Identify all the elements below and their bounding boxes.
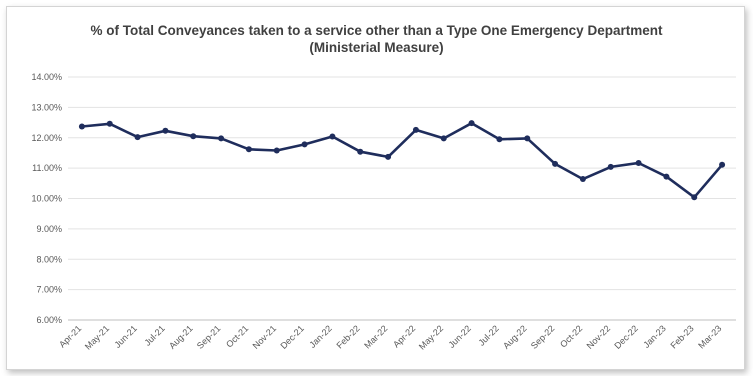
x-tick-label: Jan-23 xyxy=(641,323,668,350)
x-tick-label: Dec-22 xyxy=(612,323,640,351)
chart-title-line2: (Ministerial Measure) xyxy=(309,40,444,55)
x-tick-label: Apr-21 xyxy=(57,323,83,349)
data-point xyxy=(190,133,197,140)
data-point xyxy=(106,120,113,127)
y-tick-label: 11.00% xyxy=(32,163,62,173)
x-tick-label: Jun-22 xyxy=(446,323,473,350)
data-point xyxy=(357,148,364,155)
data-point xyxy=(524,135,531,142)
x-tick-label: Sep-21 xyxy=(195,323,223,351)
x-tick-label: Dec-21 xyxy=(278,323,306,351)
x-tick-label: Mar-22 xyxy=(362,323,389,350)
data-series xyxy=(78,120,726,201)
x-tick-label: Jan-22 xyxy=(307,323,334,350)
y-tick-label: 10.00% xyxy=(31,194,62,204)
x-tick-label: Apr-22 xyxy=(391,323,417,349)
x-tick-label: May-22 xyxy=(417,323,445,351)
data-point xyxy=(329,133,336,140)
y-tick-label: 6.00% xyxy=(36,315,62,325)
data-point xyxy=(579,176,586,183)
data-point xyxy=(218,135,225,142)
data-point xyxy=(385,153,392,160)
y-tick-label: 8.00% xyxy=(36,254,62,264)
x-tick-label: Nov-22 xyxy=(585,323,613,351)
data-point xyxy=(273,147,280,154)
chart-frame xyxy=(6,6,745,370)
x-tick-label: Aug-21 xyxy=(167,323,195,351)
data-point xyxy=(552,160,559,167)
data-point xyxy=(162,127,169,134)
x-tick-label: Sep-22 xyxy=(529,323,557,351)
data-point xyxy=(663,173,670,180)
x-tick-label: Feb-23 xyxy=(668,323,695,350)
chart-title: % of Total Conveyances taken to a servic… xyxy=(0,22,753,56)
x-tick-label: Jul-21 xyxy=(142,323,166,347)
data-point xyxy=(691,194,698,201)
data-point xyxy=(301,141,308,148)
data-point xyxy=(607,163,614,170)
x-tick-label: Oct-21 xyxy=(224,323,250,349)
data-point xyxy=(440,135,447,142)
data-point xyxy=(134,134,141,141)
x-axis-ticks: Apr-21 May-21 Jun-21 Jul-21 Aug-21 Sep-21 Oct-… xyxy=(57,323,723,351)
x-tick-label: Aug-22 xyxy=(501,323,529,351)
x-tick-label: Jul-22 xyxy=(476,323,500,347)
x-tick-label: Feb-22 xyxy=(334,323,361,350)
y-tick-label: 13.00% xyxy=(31,102,62,112)
gridlines xyxy=(68,76,736,321)
data-point xyxy=(468,120,475,127)
x-tick-label: Nov-21 xyxy=(251,323,279,351)
data-point xyxy=(78,123,85,130)
x-tick-label: Oct-22 xyxy=(558,323,584,349)
x-tick-label: May-21 xyxy=(83,323,111,351)
y-tick-label: 12.00% xyxy=(31,133,62,143)
data-point xyxy=(245,146,252,153)
chart-title-line1: % of Total Conveyances taken to a servic… xyxy=(90,23,663,38)
x-tick-label: Jun-21 xyxy=(112,323,139,350)
series-line xyxy=(80,121,724,199)
y-tick-label: 7.00% xyxy=(36,285,62,295)
x-tick-label: Mar-23 xyxy=(696,323,723,350)
y-tick-label: 14.00% xyxy=(31,72,62,82)
data-point xyxy=(496,136,503,143)
data-point xyxy=(635,159,642,166)
y-tick-label: 9.00% xyxy=(36,224,62,234)
y-axis-ticks: 6.00% 7.00% 8.00% 9.00% 10.00% 11.00% 12.00% 13… xyxy=(31,72,62,325)
data-point xyxy=(719,161,726,168)
data-point xyxy=(412,126,419,133)
